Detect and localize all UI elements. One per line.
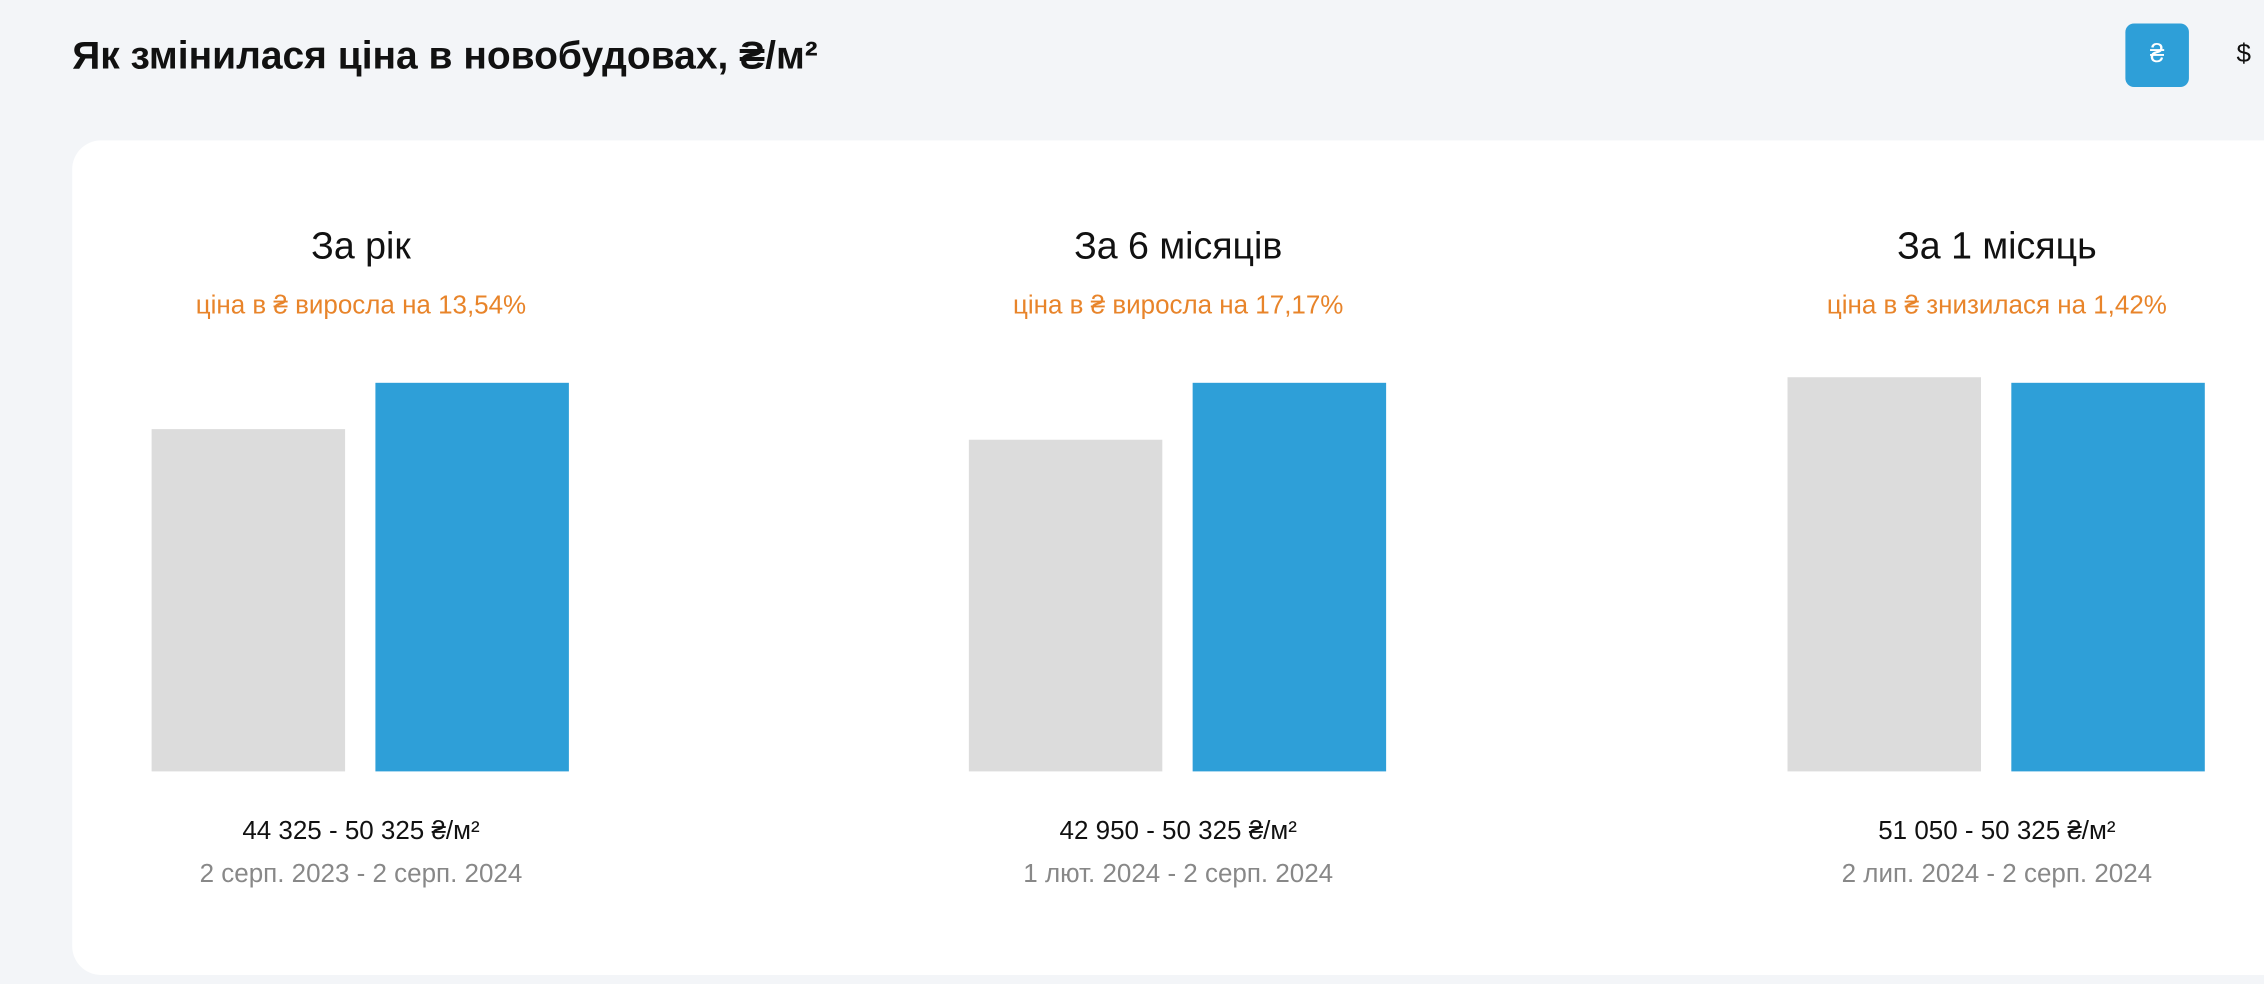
range-label: 44 325 - 50 325 ₴/м² [242,815,480,845]
range-label: 51 050 - 50 325 ₴/м² [1878,815,2116,845]
bar [375,382,569,772]
panel-subtitle: ціна в ₴ виросла на 13,54% [196,289,526,319]
widget-title: Як змінилася ціна в новобудовах, ₴/м² [72,34,818,77]
currency-label[interactable]: $ [2237,38,2252,68]
bar [1192,382,1387,772]
range-label: 42 950 - 50 325 ₴/м² [1060,815,1298,845]
panel-subtitle: ціна в ₴ виросла на 17,17% [1013,289,1343,319]
period-label: 2 серп. 2023 - 2 серп. 2024 [200,858,523,888]
currency-button[interactable] [2125,23,2189,87]
panel-title: За 1 місяць [1897,225,2097,267]
panel-title: За рік [311,225,411,267]
bar [151,429,346,772]
card [72,140,2264,975]
bar [2011,382,2205,772]
period-label: 2 лип. 2024 - 2 серп. 2024 [1842,858,2152,888]
bar [968,439,1163,772]
currency-label[interactable]: ₴ [2150,38,2165,68]
bar [1787,377,1981,772]
panel-title: За 6 місяців [1074,225,1282,267]
period-label: 1 лют. 2024 - 2 серп. 2024 [1023,858,1333,888]
panel-subtitle: ціна в ₴ знизилася на 1,42% [1827,289,2167,319]
